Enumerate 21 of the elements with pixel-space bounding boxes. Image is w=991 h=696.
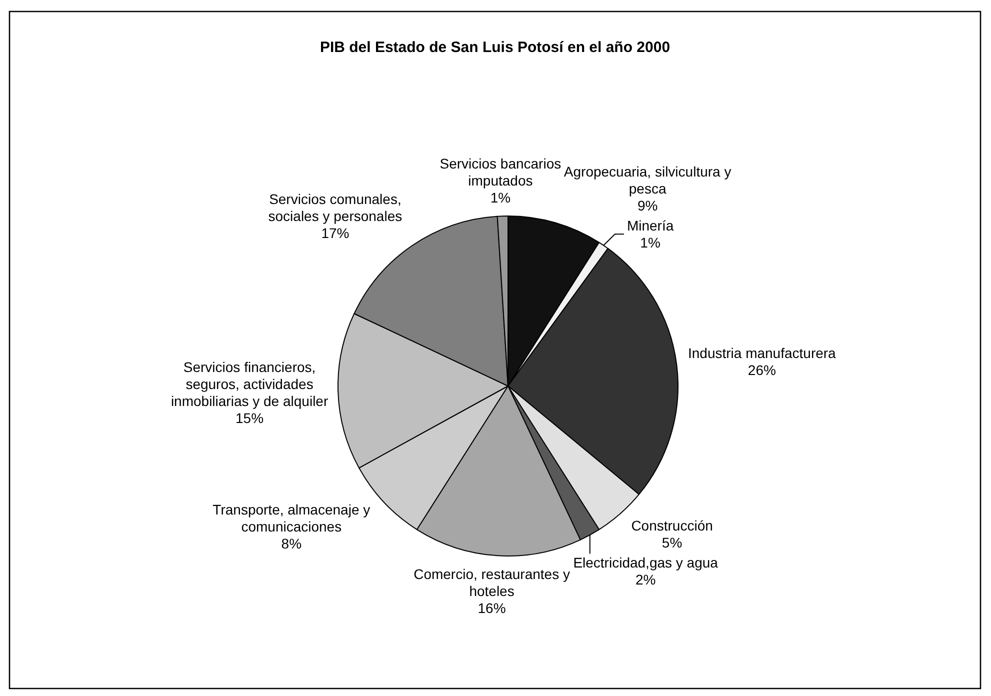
slice-label: Industria manufacturera	[688, 344, 836, 361]
data-label: 17%	[321, 225, 350, 242]
slice-label: Construcción	[631, 517, 713, 534]
slice-label: Servicios financieros, seguros, actividades inmobiliarias y de alquiler	[170, 359, 328, 410]
data-label: 26%	[748, 362, 776, 378]
data-label: 2%	[635, 571, 656, 588]
slice-label: Servicios comunales, sociales y personales	[268, 191, 402, 224]
slice-label: Comercio, restaurantes y hoteles	[414, 566, 570, 600]
data-label: 16%	[478, 600, 506, 616]
data-label: 15%	[236, 410, 264, 426]
slice-label: Servicios bancarios imputados	[440, 156, 562, 189]
slice-label: Minería	[626, 218, 674, 234]
slice-label: Transporte, almacenaje y comunicaciones	[212, 502, 370, 535]
data-label: 8%	[281, 536, 302, 552]
data-label: 1%	[490, 190, 511, 206]
data-label: 1%	[640, 234, 660, 251]
chart-title: PIB del Estado de San Luis Potosí en el año 2000	[320, 39, 670, 56]
slice-label: Electricidad,gas y agua	[573, 554, 718, 570]
data-label: 5%	[662, 534, 682, 550]
data-label: 9%	[637, 198, 658, 214]
slice-label: Agropecuaria, silvicultura y pesca	[564, 164, 732, 197]
